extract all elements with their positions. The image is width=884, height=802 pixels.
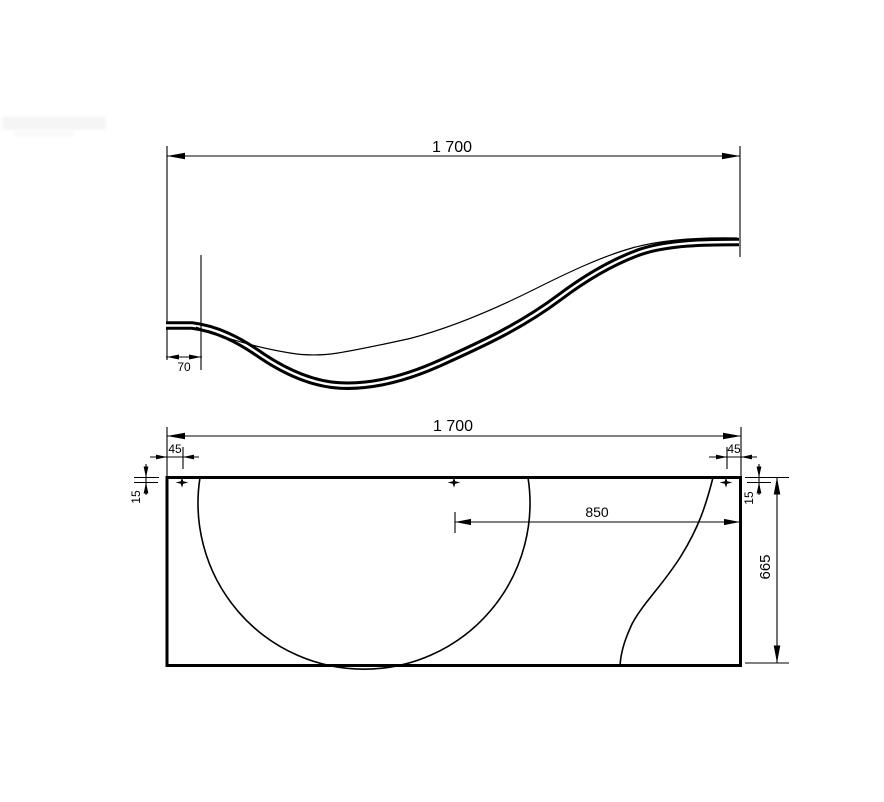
side-profile-view: 1 700 70 (166, 139, 741, 390)
inset-right-dimension-label: 45 (727, 442, 741, 456)
arrowhead-height-top-icon (773, 477, 781, 495)
arrowhead-inset-left-b-icon (183, 454, 194, 460)
mount-point-right-icon (719, 477, 733, 488)
inset-left-dimension-label: 45 (168, 442, 182, 456)
elevation-width-dimension-label: 1 700 (433, 418, 473, 435)
height-dimension-label: 665 (757, 554, 774, 579)
arrowhead-left-icon (167, 432, 185, 440)
panel-edge-band-outer (166, 237, 740, 390)
profile-offset-dimension-label: 70 (177, 360, 191, 374)
side-contour-curve (619, 477, 714, 666)
bowl-arc (197, 477, 531, 670)
panel-edge-band-core (166, 240, 740, 387)
arrowhead-center-left-icon (455, 518, 471, 526)
arrowhead-thk-left-b-icon (143, 482, 149, 494)
arrowhead-thk-right-b-icon (756, 482, 762, 494)
thickness-left-dimension-label: 15 (129, 490, 143, 504)
arrowhead-right-icon (722, 152, 740, 160)
center-dimension-label: 850 (585, 504, 609, 520)
profile-width-dimension-label: 1 700 (432, 139, 472, 156)
mount-point-left-icon (175, 477, 189, 488)
faint-watermark (2, 117, 106, 130)
arrowhead-inset-right-a-icon (716, 454, 727, 460)
arrowhead-center-right-icon (724, 518, 740, 526)
arrowhead-thk-right-a-icon (756, 466, 762, 478)
arrowhead-height-bottom-icon (773, 645, 781, 663)
arrowhead-inset-right-b-icon (741, 454, 752, 460)
arrowhead-left-icon (167, 152, 185, 160)
front-elevation-view: 1 700 45 45 15 15 (129, 418, 789, 670)
faint-watermark-line2 (14, 131, 74, 137)
thickness-right-dimension-label: 15 (742, 491, 756, 505)
arrowhead-thk-left-a-icon (143, 466, 149, 478)
arrowhead-inset-left-a-icon (156, 454, 167, 460)
panel-outline (165, 476, 742, 667)
arrowhead-offset-left-icon (167, 354, 179, 360)
panel-far-edge-contour (195, 237, 738, 356)
arrowhead-offset-right-icon (189, 354, 201, 360)
mount-point-center-icon (447, 477, 461, 488)
arrowhead-right-icon (723, 432, 741, 440)
